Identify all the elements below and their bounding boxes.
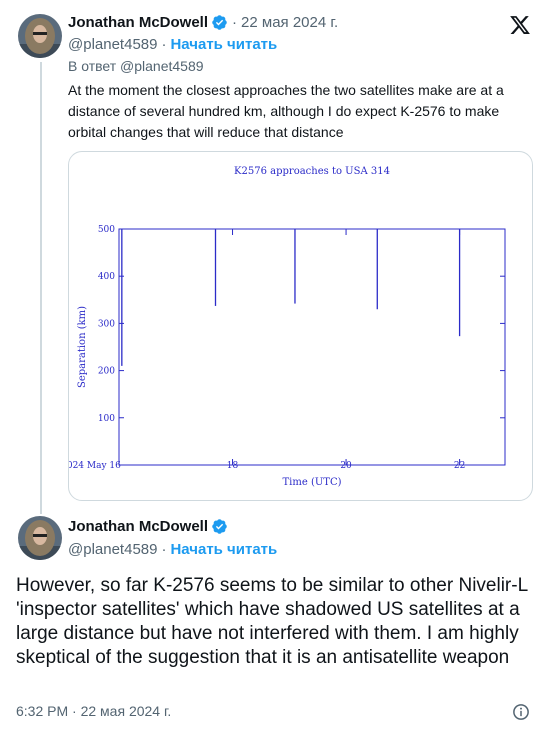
separation-chart: K2576 approaches to USA 314 100 200 300 400 5… [69, 166, 506, 488]
plot-frame [118, 228, 506, 466]
x-tick-label: 22 [454, 461, 465, 471]
follow-button[interactable]: Начать читать [170, 36, 278, 53]
tweet-time: 6:32 PM [16, 703, 69, 719]
y-tick-label: 300 [98, 319, 115, 329]
avatar[interactable] [18, 516, 62, 560]
x-tick-label: 20 [340, 461, 352, 471]
verified-badge-icon[interactable] [211, 14, 228, 31]
avatar[interactable] [18, 14, 62, 58]
separator-dot: · [232, 14, 238, 31]
avatar-image [18, 14, 62, 58]
author-name[interactable]: Jonathan McDowell [68, 518, 209, 535]
thread-connector-line [40, 62, 42, 514]
y-tick-label: 200 [98, 367, 115, 377]
separator-dot: · [161, 541, 167, 558]
x-tick-label: 18 [227, 461, 239, 471]
chart-title: K2576 approaches to USA 314 [234, 166, 390, 177]
info-icon[interactable] [512, 703, 530, 726]
separator-dot: · [72, 703, 77, 719]
verified-badge-icon[interactable] [211, 518, 228, 535]
author-handle[interactable]: @planet4589 [68, 36, 158, 53]
x-axis-label: Time (UTC) [283, 477, 342, 488]
tweet-text: However, so far K-2576 seems to be simil… [16, 575, 528, 668]
x-logo-icon[interactable] [509, 14, 531, 41]
tweet2-header: Jonathan McDowell [68, 518, 228, 535]
y-axis-label: Separation (km) [77, 306, 88, 388]
avatar-image [18, 516, 62, 560]
tweet-text: At the moment the closest approaches the… [68, 82, 504, 140]
tweet2-handle-row: @planet4589 · Начать читать [68, 541, 277, 558]
tweet1-handle-row: @planet4589 · Начать читать [68, 36, 277, 53]
x-tick-label: 2024 May 16 [69, 461, 121, 471]
author-name[interactable]: Jonathan McDowell [68, 14, 209, 31]
y-tick-label: 500 [98, 225, 115, 235]
tweet-date[interactable]: 22 мая 2024 г. [241, 14, 339, 31]
separator-dot: · [161, 36, 167, 53]
y-tick-label: 400 [98, 272, 115, 282]
follow-button[interactable]: Начать читать [170, 541, 278, 558]
y-tick-label: 100 [98, 414, 115, 424]
reply-to-label[interactable]: В ответ @planet4589 [68, 58, 204, 74]
tweet-timestamp[interactable]: 6:32 PM · 22 мая 2024 г. [16, 703, 171, 719]
tweet-date: 22 мая 2024 г. [80, 703, 172, 719]
chart-image[interactable]: K2576 approaches to USA 314 100 200 300 400 5… [68, 151, 533, 501]
tweet1-header: Jonathan McDowell · 22 мая 2024 г. [68, 14, 338, 31]
author-handle[interactable]: @planet4589 [68, 541, 158, 558]
